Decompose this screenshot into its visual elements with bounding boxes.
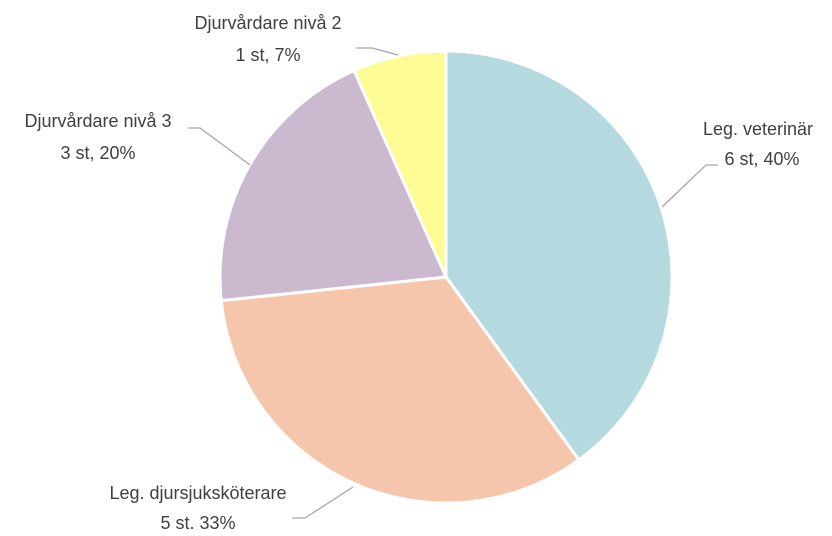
slice-value-label: 5 st. 33% [160, 513, 235, 533]
slice-value-label: 3 st, 20% [60, 143, 135, 163]
leader-line [661, 164, 718, 208]
leader-line [188, 127, 251, 166]
slice-label: Leg. djursjuksköterare [109, 483, 286, 503]
leader-line [292, 486, 354, 519]
pie-slice [352, 49, 448, 279]
slice-label: Djurvårdare nivå 2 [194, 13, 341, 33]
pie-slice [444, 49, 674, 462]
slice-value-label: 6 st, 40% [724, 149, 799, 169]
slice-value-label: 1 st, 7% [235, 45, 300, 65]
pie-slice [218, 69, 448, 303]
leader-line [356, 47, 399, 56]
slice-label: Leg. veterinär [703, 119, 813, 139]
pie-slice [219, 275, 581, 505]
slice-label: Djurvårdare nivå 3 [24, 111, 171, 131]
